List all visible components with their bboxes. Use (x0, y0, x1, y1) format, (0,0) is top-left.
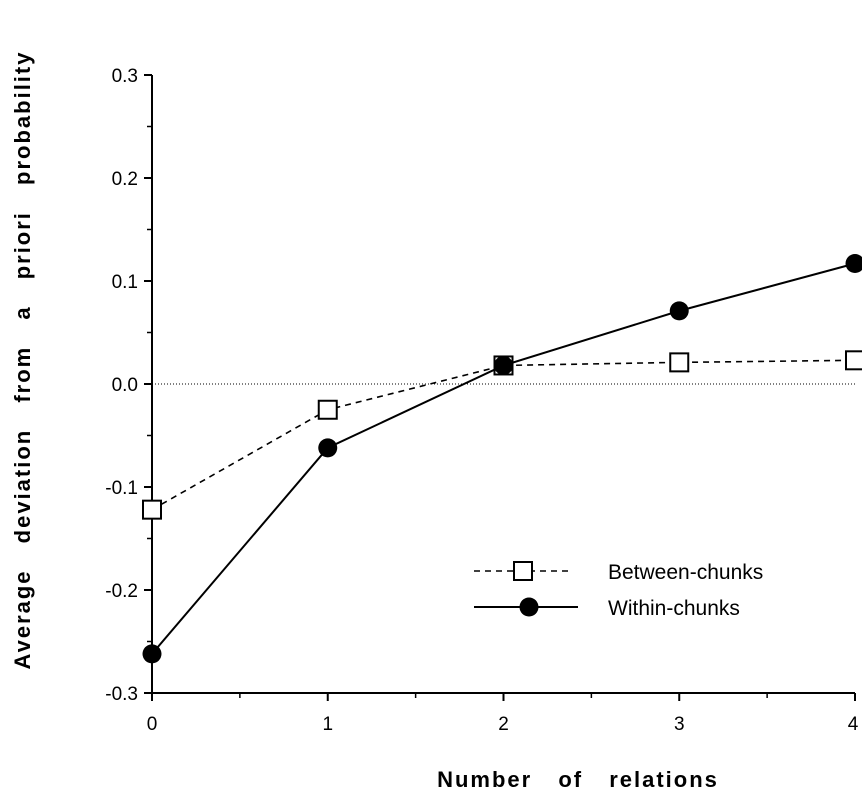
x-axis-title: Number of relations (437, 767, 719, 792)
series-line-within-chunks (151, 262, 856, 655)
data-point-within-chunks (845, 253, 862, 273)
data-point-within-chunks (669, 301, 689, 321)
y-tick-label: 0.0 (112, 375, 138, 396)
data-point-between-chunks (317, 399, 338, 420)
series-layer (142, 253, 862, 664)
y-axis-ticks: -0.3 -0.2 -0.1 0.0 0.1 0.2 0.3 (105, 66, 152, 705)
y-tick-label: -0.1 (105, 478, 138, 499)
series-line-between-chunks (151, 359, 856, 511)
data-point-between-chunks (142, 499, 162, 520)
legend-marker-between-chunks (513, 561, 533, 581)
data-point-within-chunks (142, 644, 162, 664)
data-point-within-chunks (318, 438, 338, 458)
data-point-between-chunks (845, 350, 862, 371)
y-tick-label: -0.3 (105, 684, 138, 705)
x-axis-ticks: 0 1 2 3 4 (147, 693, 859, 735)
x-tick-label: 2 (498, 714, 509, 735)
y-axis-title: Average deviation from a priori probabil… (10, 51, 35, 670)
y-tick-label: 0.2 (112, 169, 138, 190)
data-point-within-chunks (494, 355, 513, 375)
x-tick-label: 3 (674, 714, 685, 735)
x-tick-label: 4 (848, 714, 859, 735)
legend-label-between-chunks: Between-chunks (608, 561, 763, 584)
legend: Between-chunks Within-chunks (474, 561, 763, 620)
y-tick-label: 0.3 (112, 66, 138, 87)
y-tick-label: 0.1 (112, 272, 138, 293)
legend-marker-within-chunks (519, 597, 539, 617)
legend-label-within-chunks: Within-chunks (608, 597, 740, 620)
x-tick-label: 0 (147, 714, 158, 735)
x-tick-label: 1 (322, 714, 333, 735)
y-tick-label: -0.2 (105, 581, 138, 602)
data-point-between-chunks (669, 352, 690, 373)
